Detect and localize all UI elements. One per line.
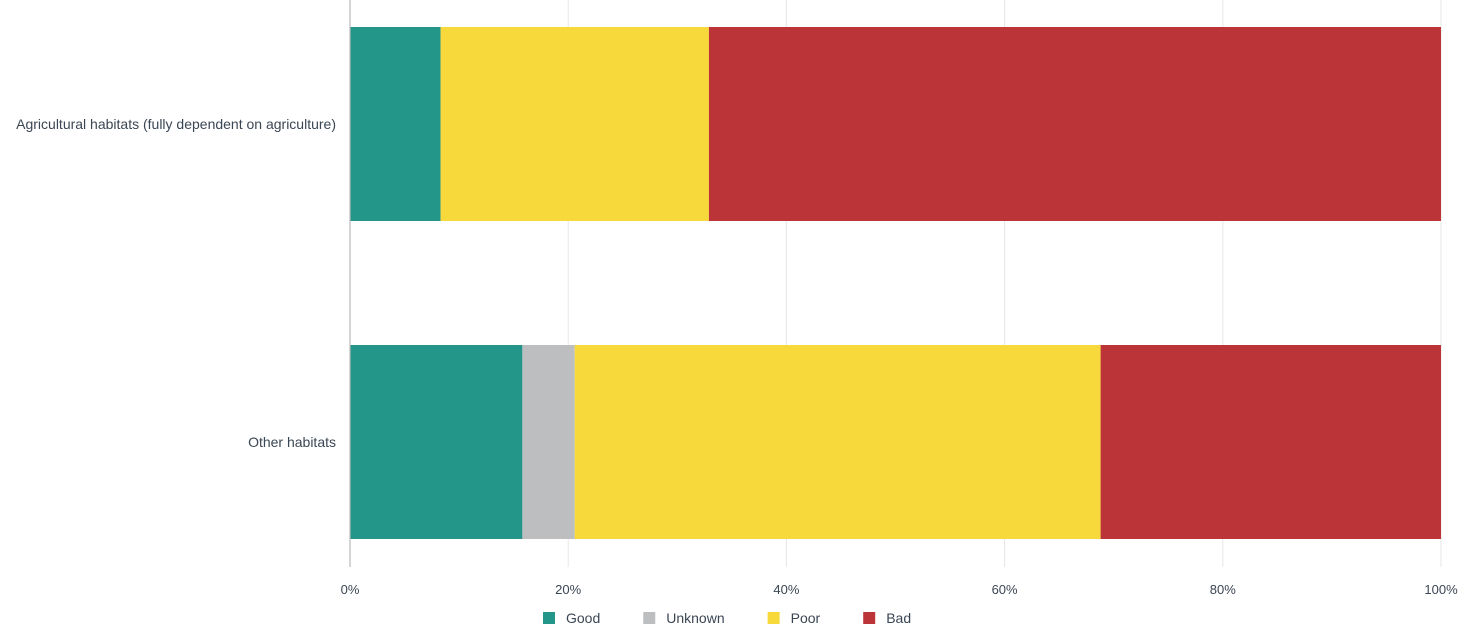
legend-item-good: Good (543, 610, 600, 626)
bar-segment-bad (1100, 345, 1441, 539)
bar-segment-poor (440, 27, 709, 221)
legend-swatch (643, 612, 656, 624)
legend: Good Unknown Poor Bad (543, 610, 911, 626)
legend-item-bad: Bad (863, 610, 911, 626)
bar-segment-unknown (522, 345, 575, 539)
x-tick-label: 20% (555, 582, 581, 597)
x-tick-label: 100% (1424, 582, 1458, 597)
axes: 0% 20% 40% 60% 80% 100% Agricultural habitats … (16, 0, 1458, 597)
x-tick-label: 80% (1210, 582, 1236, 597)
category-label: Other habitats (248, 434, 336, 450)
legend-swatch (863, 612, 876, 624)
legend-item-unknown: Unknown (643, 610, 725, 626)
x-tick-label: 40% (773, 582, 799, 597)
bar-segment-good (350, 27, 441, 221)
legend-item-poor: Poor (767, 610, 821, 626)
legend-swatch (767, 612, 780, 624)
legend-label: Good (566, 610, 600, 626)
legend-label: Bad (886, 610, 911, 626)
bars (350, 27, 1441, 539)
bar-segment-good (350, 345, 523, 539)
x-tick-label: 0% (341, 582, 360, 597)
legend-label: Unknown (666, 610, 724, 626)
legend-swatch (543, 612, 555, 624)
bar-segment-poor (574, 345, 1101, 539)
bar-segment-bad (708, 27, 1441, 221)
category-label: Agricultural habitats (fully dependent o… (16, 116, 336, 132)
legend-label: Poor (791, 610, 821, 626)
x-tick-label: 60% (992, 582, 1018, 597)
